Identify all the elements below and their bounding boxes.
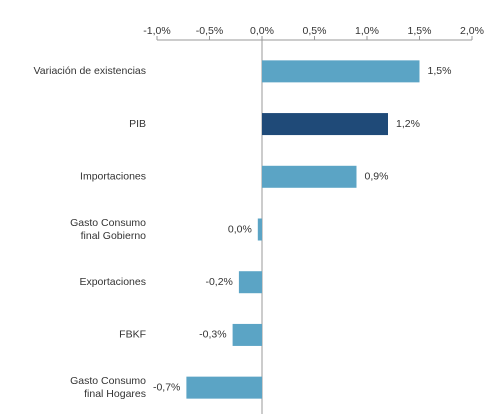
x-tick-label: 1,0% [355, 25, 379, 37]
category-label: Gasto Consumo final Hogares [70, 375, 146, 400]
category-label: FBKF [119, 329, 146, 341]
bar [262, 113, 388, 136]
bar [257, 218, 262, 241]
value-label: 1,5% [428, 65, 452, 77]
category-label: Exportaciones [79, 276, 146, 288]
x-tick-label: 2,0% [460, 25, 484, 37]
x-tick-label: -0,5% [196, 25, 223, 37]
x-tick-label: 0,0% [250, 25, 274, 37]
x-tick-label: -1,0% [143, 25, 170, 37]
bar [262, 165, 357, 188]
bar [186, 376, 262, 399]
x-tick-label: 0,5% [303, 25, 327, 37]
bar [238, 271, 262, 294]
value-label: -0,3% [199, 329, 226, 341]
category-label: Importaciones [80, 171, 146, 183]
category-label: PIB [129, 118, 146, 130]
value-label: 1,2% [396, 118, 420, 130]
bar [262, 60, 420, 83]
value-label: 0,9% [365, 171, 389, 183]
x-tick-label: 1,5% [408, 25, 432, 37]
bar [232, 323, 262, 346]
value-label: -0,7% [153, 381, 180, 393]
value-label: -0,2% [205, 276, 232, 288]
category-label: Gasto Consumo final Gobierno [70, 217, 146, 242]
category-label: Variación de existencias [34, 65, 146, 77]
value-label: 0,0% [228, 223, 252, 235]
